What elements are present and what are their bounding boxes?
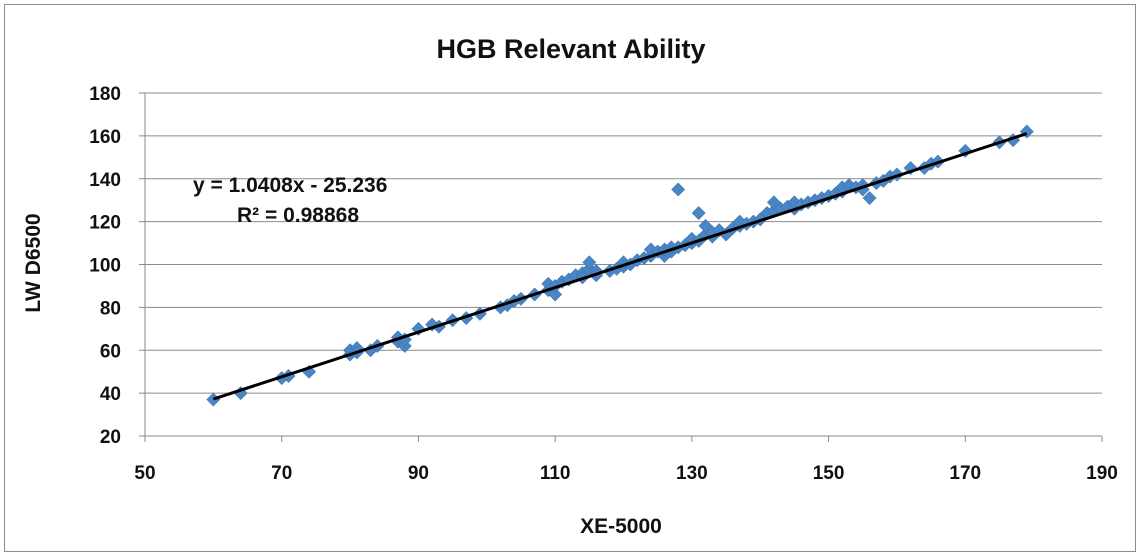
x-tick-label: 130 bbox=[676, 463, 708, 484]
y-tick-label: 100 bbox=[89, 256, 121, 277]
x-tick-label: 110 bbox=[540, 463, 571, 484]
x-axis-title: XE-5000 bbox=[580, 515, 662, 538]
y-axis-title: LW D6500 bbox=[22, 213, 45, 312]
x-tick-label: 70 bbox=[271, 463, 292, 484]
trendline-group bbox=[212, 132, 1028, 401]
data-point bbox=[582, 255, 597, 270]
y-tick-label: 180 bbox=[89, 84, 121, 105]
data-point bbox=[691, 206, 706, 220]
axes bbox=[139, 92, 1103, 442]
y-tick-label: 80 bbox=[100, 298, 121, 319]
x-tick-label: 190 bbox=[1086, 463, 1118, 484]
x-tick-label: 170 bbox=[949, 463, 981, 484]
chart-title: HGB Relevant Ability bbox=[436, 34, 705, 64]
data-point bbox=[671, 182, 686, 197]
trendline-equation: y = 1.0408x - 25.236 bbox=[193, 174, 387, 197]
y-tick-label: 60 bbox=[100, 341, 121, 362]
x-tick-label: 90 bbox=[408, 463, 429, 484]
x-tick-label: 150 bbox=[813, 463, 845, 484]
r-squared-label: R² = 0.98868 bbox=[237, 204, 359, 227]
y-tick-label: 140 bbox=[89, 170, 121, 191]
data-points bbox=[206, 124, 1034, 407]
tick-labels: 20 40 60 80 100 120 140 160 180 50 70 90 110 130 150 17… bbox=[89, 84, 1118, 484]
y-tick-label: 40 bbox=[100, 384, 121, 405]
trendline bbox=[212, 132, 1028, 401]
y-tick-label: 20 bbox=[100, 427, 121, 448]
data-point bbox=[206, 392, 221, 407]
data-point bbox=[548, 287, 563, 302]
x-tick-label: 50 bbox=[134, 463, 155, 484]
y-tick-label: 160 bbox=[89, 127, 121, 148]
data-point bbox=[862, 191, 877, 205]
y-tick-label: 120 bbox=[89, 213, 121, 234]
